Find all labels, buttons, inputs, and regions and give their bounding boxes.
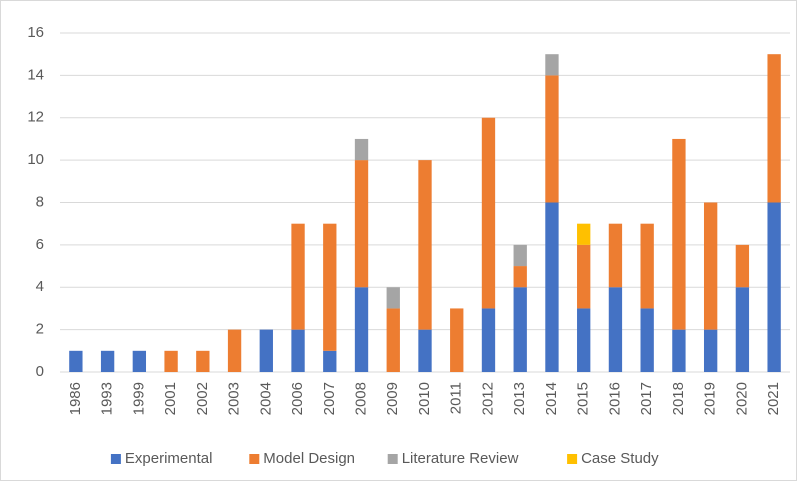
bar-segment (481, 117, 496, 309)
bar-segment (545, 54, 559, 76)
bar-segment (227, 329, 242, 372)
y-tick-label: 14 (27, 66, 44, 83)
bar-segment (354, 160, 369, 288)
bar-segment (767, 54, 781, 203)
bar-segment (513, 244, 527, 267)
bar-segment (450, 308, 464, 372)
x-tick-label: 2008 (352, 382, 369, 415)
x-tick-label: 2006 (289, 382, 306, 415)
y-tick-label: 0 (36, 363, 44, 380)
bar-segment (481, 308, 496, 372)
x-tick-label: 2001 (162, 382, 179, 415)
x-tick-label: 1993 (99, 382, 116, 415)
x-tick-label: 2012 (479, 382, 496, 415)
bar-segment (577, 308, 591, 372)
x-tick-label: 2016 (606, 382, 623, 415)
x-tick-label: 2003 (226, 382, 243, 415)
bar-segment (577, 244, 591, 309)
x-tick-label: 2015 (575, 382, 592, 415)
y-tick-label: 2 (36, 321, 44, 338)
bar-segment (672, 329, 686, 372)
y-tick-label: 4 (36, 278, 44, 295)
bar-segment (608, 223, 623, 288)
bar-segment (196, 350, 210, 372)
bar-segment (703, 329, 718, 372)
bar-segment (608, 287, 623, 372)
y-tick-label: 16 (27, 24, 44, 41)
y-tick-label: 8 (36, 193, 44, 210)
x-tick-label: 2018 (670, 382, 687, 415)
x-tick-label: 2009 (384, 382, 401, 415)
bar-segment (259, 329, 273, 372)
bar-segment (672, 138, 686, 330)
x-tick-label: 2019 (702, 382, 719, 415)
bar-segment (735, 287, 750, 372)
bar-segment (291, 329, 305, 372)
x-tick-label: 2014 (543, 382, 560, 415)
x-tick-label: 2002 (194, 382, 211, 415)
bar-segment (640, 308, 654, 372)
y-tick-label: 12 (27, 109, 44, 126)
legend-swatch (567, 454, 578, 464)
legend-label: Model Design (263, 450, 355, 467)
bar-segment (767, 202, 781, 372)
bar-segment (100, 350, 115, 372)
x-tick-label: 2017 (638, 382, 655, 415)
bar-segment (354, 287, 369, 372)
bar-segment (640, 223, 654, 309)
x-tick-label: 2021 (765, 382, 782, 415)
x-tick-label: 2020 (733, 382, 750, 415)
bar-segment (418, 329, 432, 372)
x-tick-label: 1986 (67, 382, 84, 415)
legend-swatch (110, 454, 121, 464)
bar-segment (545, 202, 559, 372)
bar-segment (513, 266, 527, 288)
legend-label: Case Study (581, 450, 659, 467)
bar-segment (323, 223, 337, 351)
x-tick-label: 2004 (257, 382, 274, 415)
bar-segment (69, 350, 83, 372)
x-tick-label: 2007 (321, 382, 338, 415)
legend-label: Experimental (125, 450, 213, 467)
bar-segment (545, 75, 559, 203)
bar-segment (735, 244, 750, 288)
bar-segment (418, 160, 432, 330)
legend-swatch (387, 454, 398, 464)
y-tick-label: 10 (27, 151, 44, 168)
legend-swatch (249, 454, 260, 464)
bar-segment (354, 138, 369, 161)
bar-segment (703, 202, 718, 330)
bar-segment (132, 350, 147, 372)
x-tick-label: 1999 (130, 382, 147, 415)
bar-segment (386, 308, 400, 372)
bar-segment (577, 223, 591, 245)
x-tick-label: 2010 (416, 382, 433, 415)
x-tick-label: 2013 (511, 382, 528, 415)
legend-label: Literature Review (402, 450, 519, 467)
x-tick-label: 2011 (448, 382, 465, 414)
y-tick-label: 6 (36, 236, 44, 253)
bar-segment (386, 287, 400, 309)
bar-segment (323, 350, 337, 372)
bar-segment (291, 223, 305, 330)
bar-segment (164, 350, 178, 372)
bar-segment (513, 287, 527, 372)
